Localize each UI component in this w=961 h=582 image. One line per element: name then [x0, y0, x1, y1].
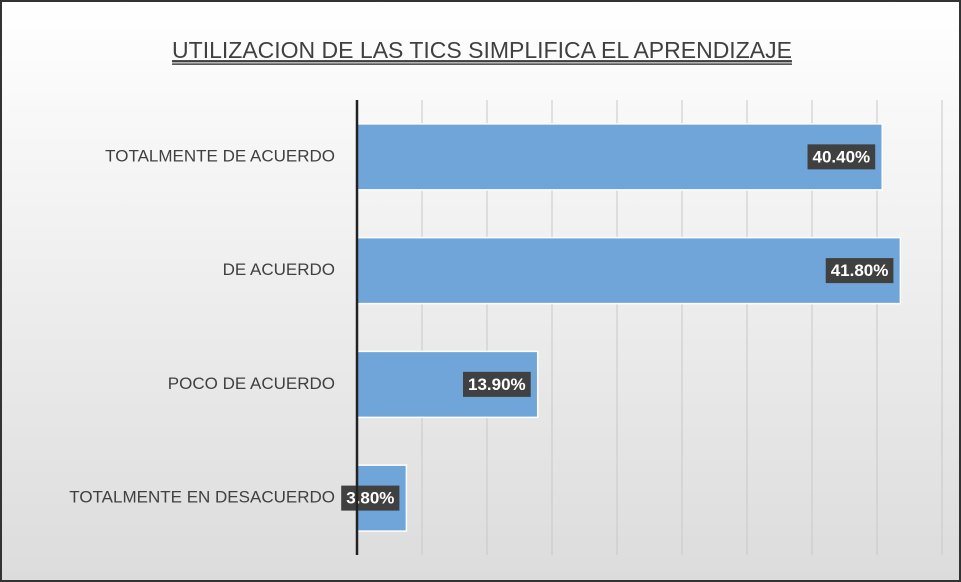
data-label-text: 13.90% — [468, 375, 526, 394]
data-label: 41.80% — [825, 258, 894, 284]
bar — [356, 123, 883, 191]
y-tick-label: POCO DE ACUERDO — [168, 374, 335, 393]
data-label: 40.40% — [807, 144, 876, 170]
y-tick-label: TOTALMENTE DE ACUERDO — [105, 146, 335, 165]
data-label: 3.80% — [341, 485, 400, 511]
data-label-box — [341, 485, 400, 511]
data-label-text: 40.40% — [813, 147, 871, 166]
data-label-box — [463, 371, 531, 397]
bar — [356, 236, 902, 305]
y-tick-label: DE ACUERDO — [223, 260, 335, 279]
y-tick-label: TOTALMENTE EN DESACUERDO — [69, 488, 335, 507]
data-label-text: 3.80% — [346, 489, 394, 508]
data-label: 13.90% — [463, 371, 531, 397]
data-label-text: 41.80% — [831, 261, 889, 280]
data-label-box — [807, 144, 876, 170]
data-label-box — [825, 258, 894, 284]
chart-title: UTILIZACION DE LAS TICS SIMPLIFICA EL AP… — [172, 37, 792, 63]
